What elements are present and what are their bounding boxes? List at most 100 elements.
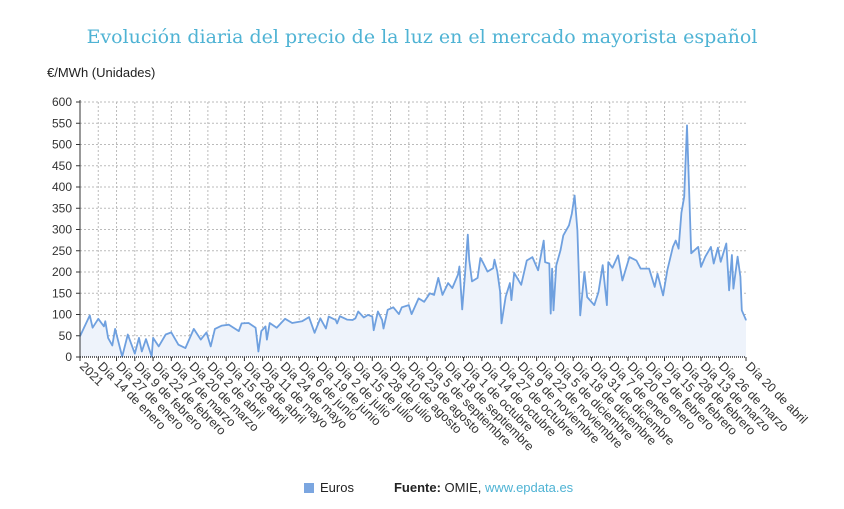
data-point — [741, 309, 743, 311]
data-point — [690, 252, 692, 254]
data-point — [562, 234, 564, 237]
data-point — [686, 124, 688, 126]
data-point — [745, 319, 747, 321]
data-point — [617, 254, 619, 257]
data-point — [398, 313, 400, 315]
data-point — [357, 310, 359, 313]
data-point — [482, 262, 484, 264]
data-point — [276, 327, 278, 329]
data-point — [429, 292, 431, 294]
data-point — [606, 304, 608, 306]
y-tick-label: 300 — [52, 223, 72, 237]
data-point — [373, 329, 375, 331]
data-point — [301, 320, 303, 322]
data-point — [165, 333, 167, 336]
data-point — [377, 310, 379, 313]
data-point — [457, 273, 459, 276]
y-tick-label: 100 — [52, 308, 72, 322]
data-point — [559, 249, 562, 251]
data-point — [704, 256, 706, 258]
data-point — [111, 344, 113, 347]
data-point — [571, 213, 573, 215]
data-point — [576, 229, 578, 231]
source-note: Fuente: OMIE, www.epdata.es — [394, 480, 573, 495]
data-point — [325, 327, 327, 330]
data-point — [103, 325, 105, 327]
data-point — [621, 279, 623, 282]
data-point — [458, 265, 460, 268]
data-point — [597, 291, 600, 293]
data-point — [134, 353, 136, 355]
data-point — [713, 262, 715, 265]
data-point — [492, 267, 494, 269]
data-point — [170, 331, 172, 333]
source-label: Fuente: — [393, 480, 441, 495]
y-tick-label: 600 — [52, 95, 72, 109]
data-point — [697, 246, 699, 248]
y-tick-label: 200 — [52, 265, 72, 279]
data-point — [184, 347, 186, 349]
y-tick-label: 350 — [52, 201, 72, 215]
y-tick-label: 0 — [65, 350, 72, 364]
data-point — [555, 264, 557, 266]
data-point — [666, 269, 668, 271]
data-point — [537, 269, 539, 271]
data-point — [513, 272, 515, 274]
data-point — [257, 350, 260, 353]
data-point — [367, 314, 369, 316]
data-point — [680, 212, 682, 214]
data-point — [611, 267, 614, 269]
data-point — [602, 264, 604, 266]
data-point — [677, 248, 680, 250]
y-tick-label: 500 — [52, 138, 72, 152]
data-point — [607, 261, 609, 263]
data-point — [114, 328, 116, 330]
data-point — [441, 294, 444, 296]
data-point — [92, 327, 94, 329]
data-point — [141, 350, 143, 353]
data-point — [583, 271, 586, 273]
data-point — [423, 301, 425, 303]
y-tick-label: 150 — [52, 286, 72, 300]
data-point — [486, 270, 489, 273]
source-value: OMIE, — [444, 480, 482, 495]
data-point — [543, 239, 545, 242]
data-point — [505, 296, 507, 298]
legend-label: Euros — [320, 480, 354, 495]
data-point — [672, 246, 674, 248]
data-point — [493, 259, 496, 261]
data-point — [319, 317, 321, 319]
data-point — [739, 276, 741, 278]
data-point — [127, 333, 129, 336]
y-tick-label: 550 — [52, 116, 72, 130]
data-point — [401, 306, 403, 308]
data-point — [371, 316, 373, 318]
data-point — [548, 262, 550, 265]
data-point — [97, 318, 99, 320]
data-point — [238, 330, 240, 332]
data-point — [260, 330, 262, 332]
data-point — [510, 299, 512, 301]
data-point — [464, 273, 466, 276]
data-point — [579, 314, 581, 316]
data-point — [381, 319, 383, 321]
data-point — [467, 234, 469, 236]
data-point — [468, 259, 470, 261]
data-point — [451, 287, 453, 289]
data-point — [725, 242, 727, 245]
data-point — [214, 328, 216, 330]
y-axis-label: €/MWh (Unidades) — [47, 65, 156, 80]
data-point — [544, 261, 546, 263]
data-point — [447, 282, 449, 284]
data-point — [408, 304, 410, 306]
data-point — [477, 277, 479, 279]
data-point — [500, 322, 503, 325]
data-point — [683, 196, 685, 198]
data-point — [382, 327, 385, 330]
data-point — [354, 317, 356, 319]
y-tick-label: 250 — [52, 244, 72, 258]
data-point — [552, 309, 555, 311]
source-link[interactable]: www.epdata.es — [485, 480, 574, 495]
data-point — [573, 194, 576, 197]
